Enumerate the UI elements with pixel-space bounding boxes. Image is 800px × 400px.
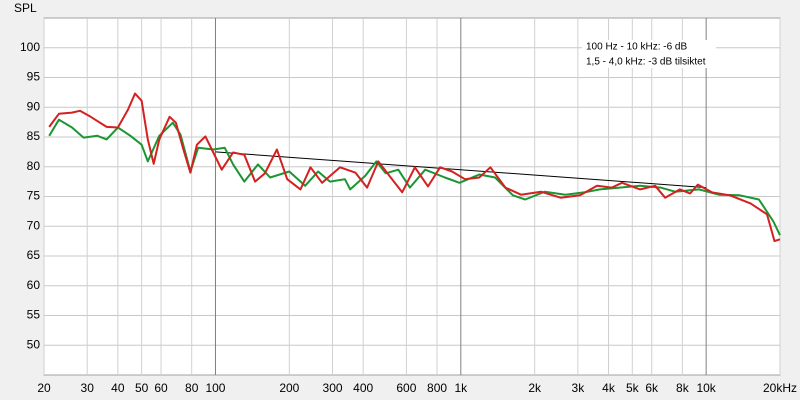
x-tick-label: 800 (427, 381, 447, 395)
x-tick-label: 100 (205, 381, 225, 395)
y-tick-label: 80 (27, 159, 41, 173)
x-tick-label: 5k (626, 381, 640, 395)
x-tick-label: 2k (528, 381, 542, 395)
y-tick-label: 85 (27, 129, 41, 143)
y-tick-label: 55 (27, 308, 41, 322)
x-tick-label: 400 (353, 381, 373, 395)
x-tick-label: 200 (279, 381, 299, 395)
x-tick-label: 30 (81, 381, 95, 395)
x-tick-label: 80 (185, 381, 199, 395)
reference-line (215, 151, 707, 189)
x-tick-label: 50 (135, 381, 149, 395)
series-line (48, 92, 781, 243)
annotation-box (582, 40, 716, 68)
x-tick-label: 3k (572, 381, 586, 395)
y-tick-label: 70 (27, 218, 41, 232)
x-tick-label: 20kHz (763, 381, 797, 395)
y-axis-label: SPL (14, 1, 37, 15)
y-tick-label: 90 (27, 99, 41, 113)
x-tick-label: 8k (676, 381, 690, 395)
annotation: 100 Hz - 10 kHz: -6 dB (586, 42, 687, 53)
annotation: 1,5 - 4,0 kHz: -3 dB tilsiktet (586, 57, 706, 68)
y-tick-label: 100 (20, 40, 40, 54)
x-tick-label: 4k (602, 381, 616, 395)
x-tick-label: 20 (37, 381, 51, 395)
x-tick-label: 40 (111, 381, 125, 395)
y-tick-label: 95 (27, 70, 41, 84)
y-tick-label: 65 (27, 248, 41, 262)
y-tick-label: 75 (27, 189, 41, 203)
series-line (48, 118, 781, 236)
x-tick-label: 60 (154, 381, 168, 395)
x-tick-label: 6k (645, 381, 659, 395)
x-tick-label: 10k (696, 381, 716, 395)
x-tick-label: 1k (454, 381, 468, 395)
y-tick-label: 60 (27, 278, 41, 292)
y-tick-label: 50 (27, 337, 41, 351)
x-tick-label: 600 (396, 381, 416, 395)
x-tick-label: 300 (323, 381, 343, 395)
